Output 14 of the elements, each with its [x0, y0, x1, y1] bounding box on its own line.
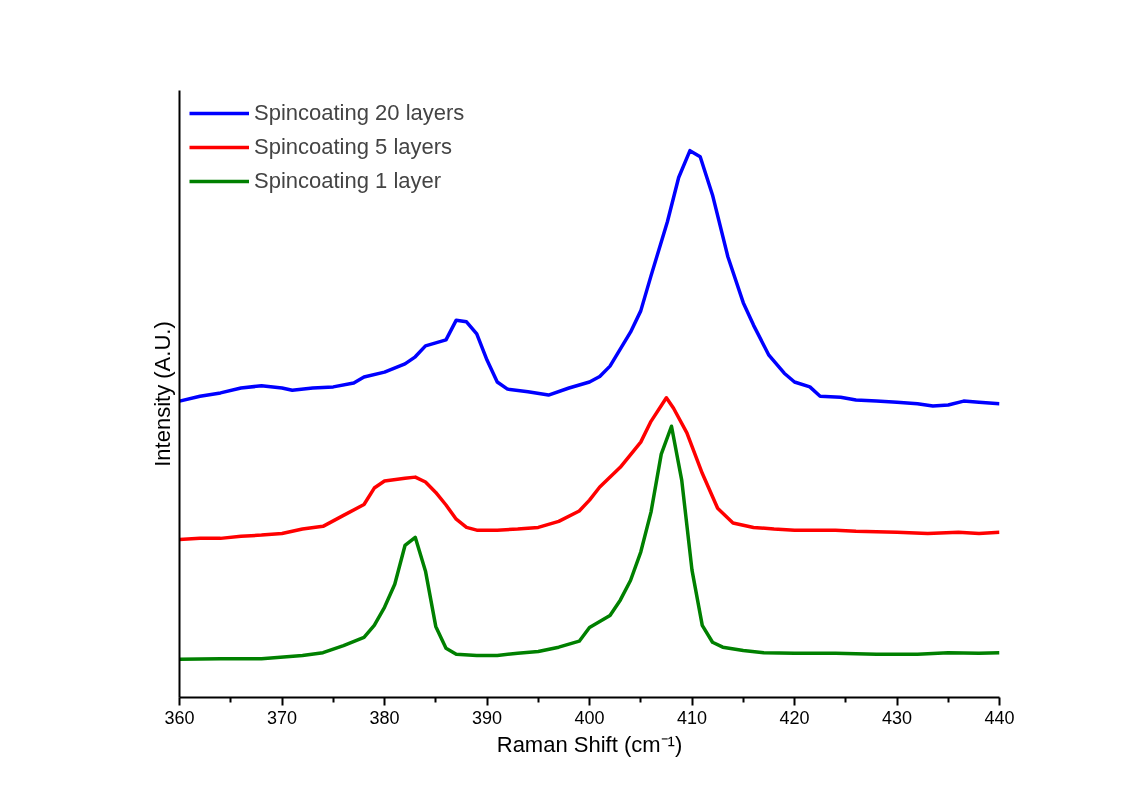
- x-tick-label: 440: [984, 707, 1015, 728]
- y-axis-title: Intensity (A.U.): [149, 321, 175, 467]
- legend-label: Spincoating 5 layers: [254, 134, 453, 160]
- x-axis-title: Raman Shift (cm⁻¹): [496, 731, 683, 757]
- x-tick-label: 410: [676, 707, 708, 728]
- legend-label: Spincoating 20 layers: [254, 100, 465, 126]
- x-tick-label: 360: [164, 707, 195, 728]
- legend-label: Spincoating 1 layer: [254, 168, 442, 194]
- x-tick-label: 420: [779, 707, 810, 728]
- x-tick-label: 400: [574, 707, 605, 728]
- x-tick-label: 380: [369, 707, 400, 728]
- x-tick-label: 430: [881, 707, 913, 728]
- x-tick-label: 390: [471, 707, 503, 728]
- x-tick-label: 370: [266, 707, 298, 728]
